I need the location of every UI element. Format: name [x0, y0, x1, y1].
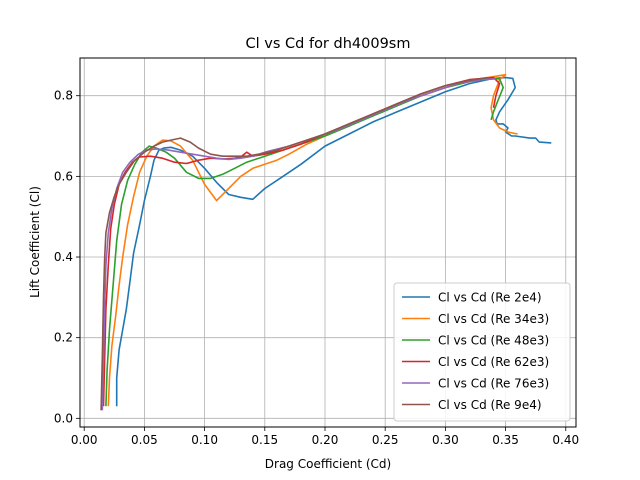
y-tick-label: 0.2	[54, 331, 73, 345]
y-axis-label: Lift Coefficient (Cl)	[28, 186, 42, 298]
legend-label: Cl vs Cd (Re 34e3)	[438, 312, 549, 326]
y-tick-label: 0.8	[54, 89, 73, 103]
x-axis-ticks: 0.00 0.05 0.10 0.15 0.20 0.25 0.30 0.35 0.40	[71, 427, 579, 447]
x-axis-label: Drag Coefficient (Cd)	[265, 457, 391, 471]
x-tick-label: 0.20	[312, 433, 339, 447]
y-tick-label: 0.0	[54, 411, 73, 425]
x-tick-label: 0.00	[71, 433, 98, 447]
series-line-1	[115, 76, 552, 407]
legend-label: Cl vs Cd (Re 2e4)	[438, 291, 542, 305]
series-line-6	[100, 76, 488, 411]
x-tick-label: 0.15	[251, 433, 278, 447]
legend-label: Cl vs Cd (Re 62e3)	[438, 355, 549, 369]
legend-label: Cl vs Cd (Re 48e3)	[438, 334, 549, 348]
legend-box	[393, 282, 571, 422]
series-line-2	[107, 73, 518, 407]
x-tick-label: 0.35	[492, 433, 519, 447]
legend-label: Cl vs Cd (Re 76e3)	[438, 377, 549, 391]
legend-label: Cl vs Cd (Re 9e4)	[438, 398, 542, 412]
series-lines	[100, 73, 552, 411]
x-tick-label: 0.40	[552, 433, 579, 447]
plot-frame	[79, 57, 577, 428]
y-tick-label: 0.4	[54, 250, 73, 264]
legend: Cl vs Cd (Re 2e4) Cl vs Cd (Re 34e3) Cl vs…	[393, 282, 571, 422]
x-tick-label: 0.10	[191, 433, 218, 447]
series-line-5	[101, 78, 496, 411]
x-tick-label: 0.30	[432, 433, 459, 447]
chart-title: Cl vs Cd for dh4009sm	[246, 36, 411, 52]
x-tick-label: 0.05	[131, 433, 158, 447]
y-axis-ticks: 0.0 0.2 0.4 0.6 0.8	[54, 89, 80, 425]
y-tick-label: 0.6	[54, 169, 73, 183]
x-tick-label: 0.25	[372, 433, 399, 447]
